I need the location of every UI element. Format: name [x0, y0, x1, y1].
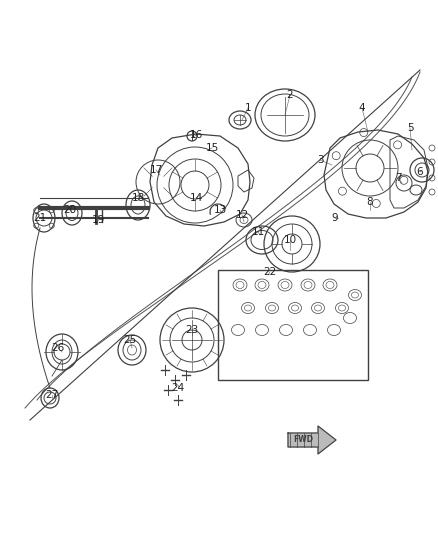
Text: 12: 12: [235, 210, 249, 220]
Text: 14: 14: [189, 193, 203, 203]
Polygon shape: [288, 426, 336, 454]
Text: 21: 21: [33, 213, 46, 223]
Text: 6: 6: [417, 167, 423, 177]
Text: FWD: FWD: [293, 435, 313, 445]
Text: 1: 1: [245, 103, 251, 113]
Text: 22: 22: [263, 267, 277, 277]
Text: 2: 2: [287, 90, 293, 100]
Text: 3: 3: [317, 155, 323, 165]
Text: 25: 25: [124, 335, 137, 345]
Text: 7: 7: [395, 173, 401, 183]
Text: 8: 8: [367, 197, 373, 207]
Text: 18: 18: [131, 193, 145, 203]
Text: 13: 13: [213, 205, 226, 215]
Text: 26: 26: [51, 343, 65, 353]
Text: 11: 11: [251, 227, 265, 237]
Text: 9: 9: [332, 213, 338, 223]
Text: 10: 10: [283, 235, 297, 245]
Text: 23: 23: [185, 325, 198, 335]
Bar: [218, 270, 368, 380]
Text: 24: 24: [171, 383, 185, 393]
Text: 5: 5: [407, 123, 413, 133]
Text: 16: 16: [189, 130, 203, 140]
Text: 27: 27: [46, 390, 59, 400]
Text: 4: 4: [359, 103, 365, 113]
Text: 15: 15: [205, 143, 219, 153]
Text: 19: 19: [92, 215, 105, 225]
Text: 20: 20: [64, 205, 77, 215]
Text: 17: 17: [149, 165, 162, 175]
